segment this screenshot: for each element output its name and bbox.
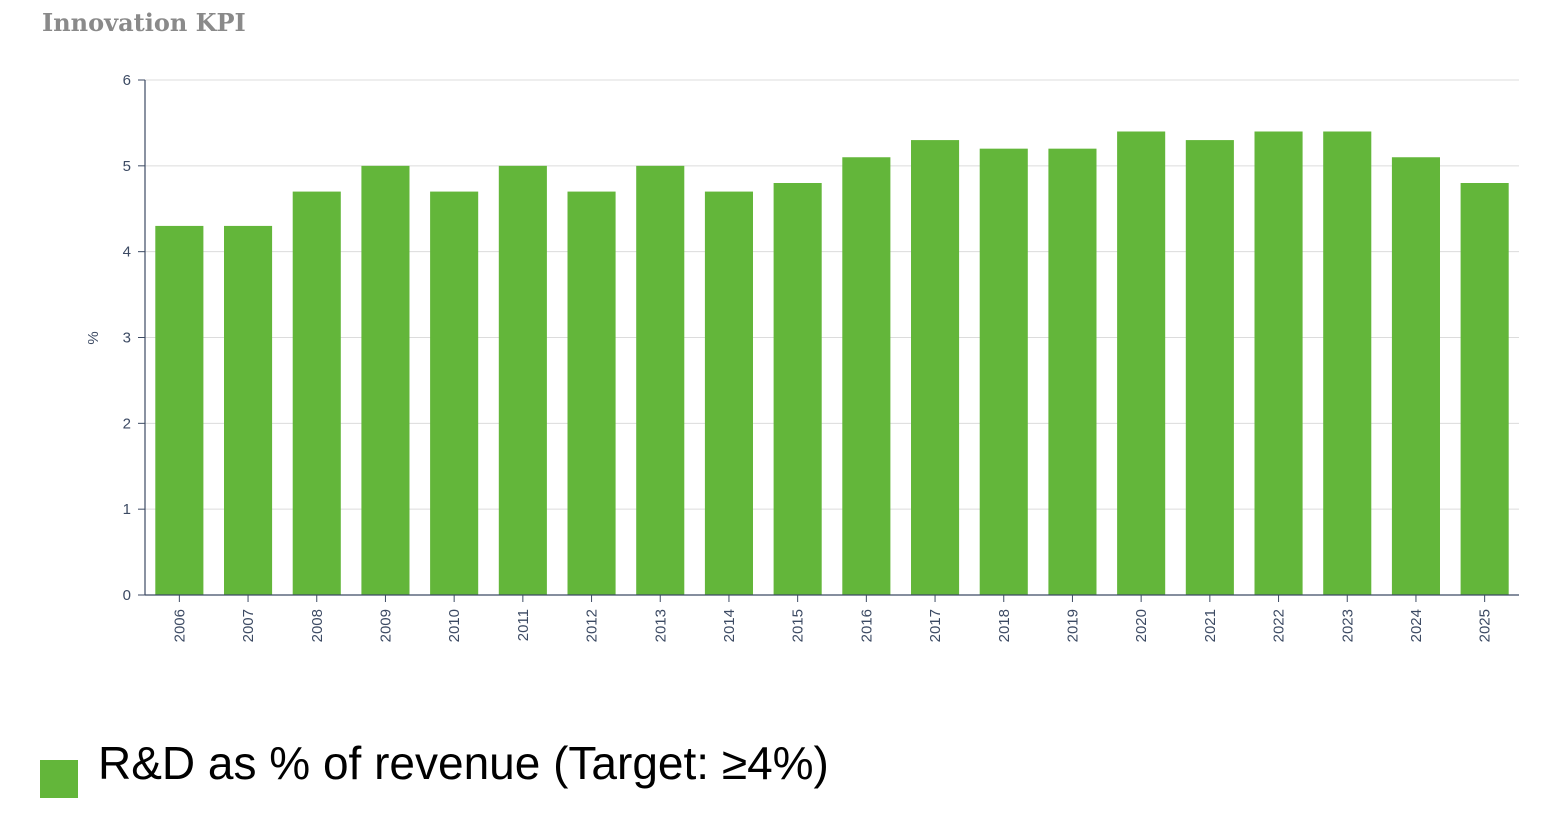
x-tick-label: 2011 — [515, 609, 532, 641]
bar-2016 — [842, 157, 891, 595]
y-tick-label: 2 — [123, 415, 131, 432]
bar-2006 — [155, 225, 204, 595]
y-tick-label: 6 — [123, 72, 131, 89]
legend: R&D as % of revenue (Target: ≥4%) — [40, 736, 829, 798]
bar-2008 — [292, 191, 341, 596]
bar-2011 — [498, 165, 547, 596]
x-tick-label: 2022 — [1271, 609, 1288, 642]
bar-2023 — [1323, 131, 1372, 595]
x-tick-label: 2025 — [1477, 609, 1494, 642]
bar-chart: 0 1 2 3 4 5 6 2006 2007 2008 2009 2010 2011 2012 2013… — [85, 72, 1519, 642]
x-tick-label: 2017 — [927, 609, 944, 642]
x-tick-label: 2016 — [858, 609, 875, 642]
bar-2014 — [704, 191, 753, 596]
bar-2010 — [430, 191, 479, 596]
bar-series — [155, 131, 1509, 596]
bar-2012 — [567, 191, 616, 596]
y-tick-label: 5 — [123, 158, 131, 175]
x-tick-label: 2009 — [377, 609, 394, 642]
x-tick-label: 2018 — [996, 609, 1013, 642]
bar-2017 — [911, 140, 960, 596]
x-tick-label: 2006 — [171, 609, 188, 642]
x-tick-label: 2014 — [721, 609, 738, 642]
x-tick-label: 2007 — [240, 609, 257, 642]
bar-2009 — [361, 165, 410, 596]
bar-2024 — [1391, 157, 1440, 595]
bar-2021 — [1185, 140, 1234, 596]
legend-label: R&D as % of revenue (Target: ≥4%) — [98, 737, 829, 789]
x-tick-label: 2023 — [1339, 609, 1356, 642]
bar-2019 — [1048, 148, 1097, 595]
chart-title: Innovation KPI — [42, 8, 246, 37]
x-tick-label: 2024 — [1408, 609, 1425, 642]
x-axis-ticks: 2006 2007 2008 2009 2010 2011 2012 2013 2014 2015… — [171, 595, 1494, 642]
x-tick-label: 2008 — [309, 609, 326, 642]
x-tick-label: 2012 — [584, 609, 601, 642]
y-tick-label: 0 — [123, 587, 131, 604]
bar-2007 — [224, 225, 273, 595]
x-tick-label: 2010 — [446, 609, 463, 642]
y-tick-label: 3 — [123, 330, 131, 347]
x-tick-label: 2021 — [1202, 609, 1219, 642]
y-tick-label: 1 — [123, 501, 131, 518]
bar-2018 — [979, 148, 1028, 595]
bar-2020 — [1117, 131, 1166, 595]
bar-2022 — [1254, 131, 1303, 595]
bar-2025 — [1460, 183, 1509, 595]
y-axis-ticks: 0 1 2 3 4 5 6 — [123, 72, 145, 604]
y-tick-label: 4 — [123, 244, 131, 261]
x-tick-label: 2013 — [652, 609, 669, 642]
bar-2015 — [773, 183, 822, 595]
legend-swatch — [40, 760, 78, 798]
grid-lines — [145, 79, 1519, 510]
x-tick-label: 2020 — [1133, 609, 1150, 642]
y-axis-label: % — [85, 331, 102, 344]
x-tick-label: 2015 — [790, 609, 807, 642]
x-tick-label: 2019 — [1064, 609, 1081, 642]
bar-2013 — [636, 165, 685, 596]
